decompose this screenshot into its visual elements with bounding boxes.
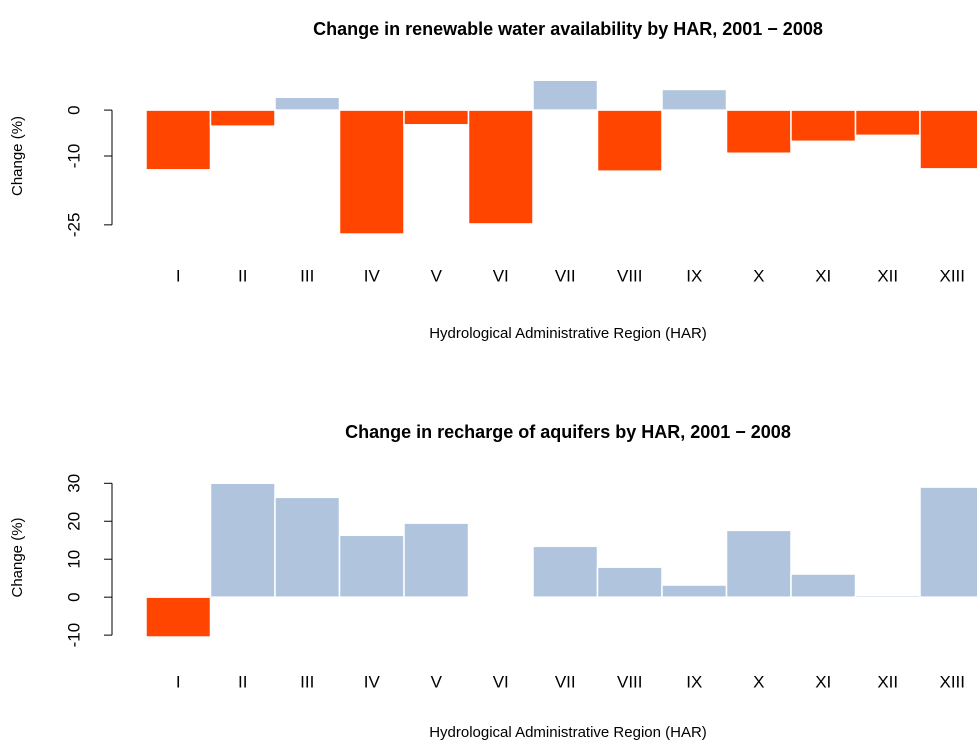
- x-tick-label: XII: [877, 672, 898, 691]
- y-tick-label: -10: [64, 144, 83, 169]
- y-tick-label: 0: [64, 592, 83, 601]
- bar: [209, 109, 276, 127]
- x-tick-label: XI: [815, 266, 831, 285]
- y-tick-label: 30: [64, 474, 83, 493]
- bar: [661, 584, 728, 598]
- x-tick-label: VIII: [617, 266, 643, 285]
- x-axis-label: Hydrological Administrative Region (HAR): [429, 325, 707, 342]
- x-tick-label: IX: [686, 672, 702, 691]
- bar: [274, 96, 341, 111]
- bar: [919, 109, 977, 170]
- bar: [403, 522, 470, 598]
- bar: [532, 545, 599, 598]
- y-tick-label: 0: [64, 105, 83, 114]
- y-axis-label: Change (%): [9, 116, 26, 196]
- x-tick-label: II: [238, 672, 247, 691]
- bar: [661, 88, 728, 111]
- bar: [854, 109, 921, 137]
- chart-title: Change in recharge of aquifers by HAR, 2…: [345, 422, 791, 442]
- y-tick-label: 10: [64, 550, 83, 569]
- bar: [596, 566, 663, 598]
- x-tick-label: I: [176, 672, 181, 691]
- x-tick-label: II: [238, 266, 247, 285]
- y-tick-label: -10: [64, 623, 83, 648]
- x-tick-label: VI: [493, 672, 509, 691]
- x-tick-label: IV: [364, 672, 381, 691]
- x-tick-label: XII: [877, 266, 898, 285]
- bar: [145, 596, 212, 638]
- chart-title: Change in renewable water availability b…: [313, 19, 823, 39]
- bar: [274, 496, 341, 598]
- bar: [596, 109, 663, 172]
- y-axis-label: Change (%): [9, 517, 26, 597]
- x-tick-label: X: [753, 266, 764, 285]
- bar: [209, 482, 276, 598]
- x-tick-label: VIII: [617, 672, 643, 691]
- bar: [403, 109, 470, 126]
- x-tick-label: IX: [686, 266, 702, 285]
- bar: [145, 109, 212, 171]
- bar: [790, 109, 857, 143]
- x-tick-label: IV: [364, 266, 381, 285]
- bar: [725, 529, 792, 598]
- bar: [467, 109, 534, 225]
- bar: [338, 109, 405, 235]
- x-tick-label: VII: [555, 672, 576, 691]
- x-tick-label: V: [431, 266, 443, 285]
- x-tick-label: XI: [815, 672, 831, 691]
- bar: [919, 486, 977, 598]
- bar: [790, 573, 857, 598]
- bar: [338, 534, 405, 598]
- bar: [532, 79, 599, 111]
- x-tick-label: VI: [493, 266, 509, 285]
- x-tick-label: III: [300, 266, 314, 285]
- x-tick-label: VII: [555, 266, 576, 285]
- x-tick-label: I: [176, 266, 181, 285]
- bar: [725, 109, 792, 154]
- x-tick-label: XIII: [939, 266, 965, 285]
- bar: [854, 594, 921, 598]
- x-tick-label: V: [431, 672, 443, 691]
- x-tick-label: III: [300, 672, 314, 691]
- x-tick-label: XIII: [939, 672, 965, 691]
- x-axis-label: Hydrological Administrative Region (HAR): [429, 724, 707, 741]
- x-tick-label: X: [753, 672, 764, 691]
- y-tick-label: -25: [64, 213, 83, 238]
- y-tick-label: 20: [64, 512, 83, 531]
